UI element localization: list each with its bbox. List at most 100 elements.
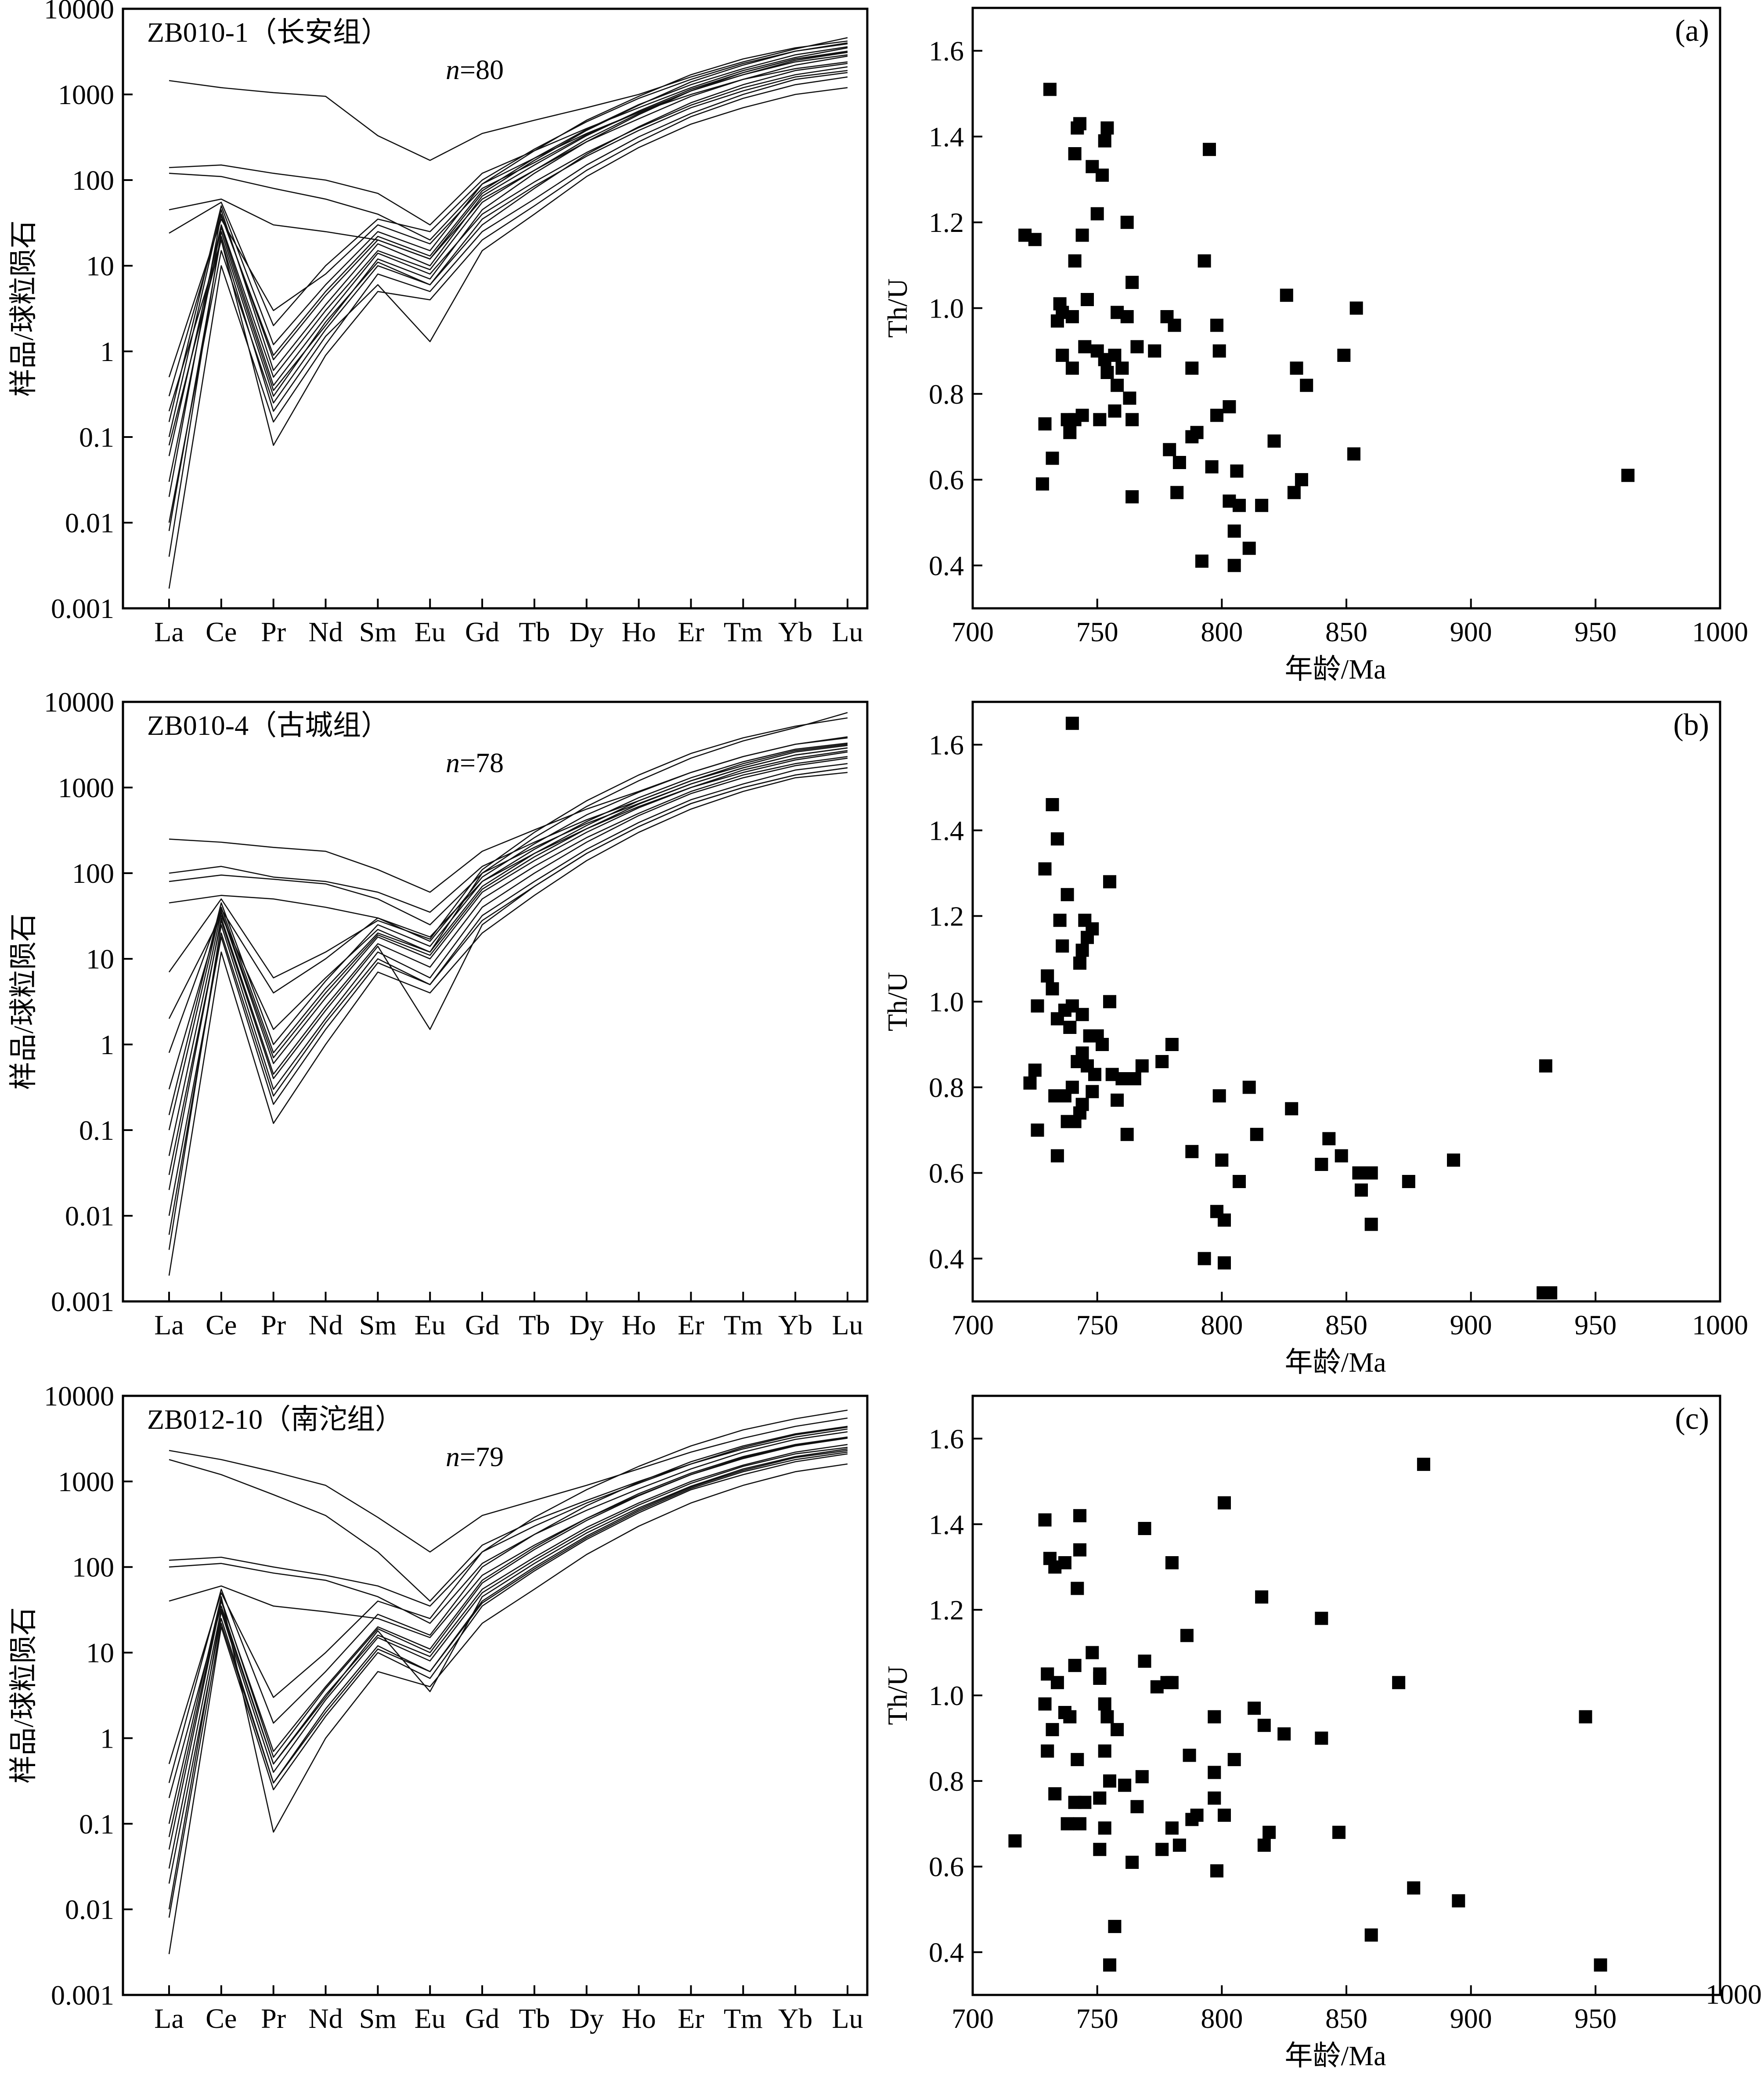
data-point <box>1210 318 1223 332</box>
data-point <box>1108 1920 1122 1933</box>
x-tick-label: La <box>154 2003 184 2034</box>
x-tick-label: 850 <box>1325 2003 1367 2034</box>
data-point <box>1257 1839 1271 1852</box>
ree-series-line <box>168 61 848 378</box>
data-point <box>1120 216 1134 229</box>
data-point <box>1168 318 1181 332</box>
x-tick-label: Er <box>678 1309 704 1341</box>
data-point <box>1180 1629 1194 1642</box>
x-tick-label: 750 <box>1076 616 1118 647</box>
data-point <box>1115 361 1129 375</box>
y-tick-label: 100 <box>72 165 114 196</box>
x-tick-label: Eu <box>415 2003 446 2034</box>
y-tick-label: 1.4 <box>929 121 964 152</box>
data-point <box>1056 939 1069 953</box>
data-point <box>1287 486 1301 499</box>
data-point <box>1337 348 1351 362</box>
x-tick-label: Tm <box>724 616 763 647</box>
x-tick-label: 950 <box>1574 2003 1616 2034</box>
data-point <box>1190 426 1204 439</box>
data-point <box>1098 134 1111 148</box>
x-tick-label: Gd <box>465 2003 499 2034</box>
data-point <box>1190 1808 1204 1822</box>
data-point <box>1081 293 1094 306</box>
data-point <box>1407 1881 1421 1895</box>
data-point <box>1078 340 1092 354</box>
y-tick-label: 0.01 <box>65 507 114 538</box>
data-point <box>1038 417 1052 431</box>
x-tick-label: La <box>154 616 184 647</box>
data-point <box>1452 1894 1465 1908</box>
x-tick-label: 800 <box>1201 616 1243 647</box>
data-point <box>1100 121 1114 135</box>
y-tick-label: 0.1 <box>79 422 114 453</box>
ree-series-line <box>169 1417 848 1553</box>
data-point <box>1621 469 1635 482</box>
data-point <box>1218 1496 1231 1510</box>
x-tick-label: 850 <box>1325 1309 1367 1341</box>
y-tick-label: 0.001 <box>51 1980 114 2011</box>
data-point <box>1172 1839 1186 1852</box>
y-tick-label: 10 <box>86 250 114 282</box>
ree-series-line <box>168 767 848 1175</box>
data-point <box>1096 1038 1109 1051</box>
chart-title: ZB010-4（古城组） <box>147 710 389 741</box>
ree-series-line <box>168 87 848 446</box>
data-point <box>1046 982 1059 996</box>
data-point <box>1093 1843 1107 1856</box>
data-point <box>1218 1213 1231 1227</box>
x-tick-label: Dy <box>570 2003 604 2034</box>
data-point <box>1300 379 1313 392</box>
x-tick-label: 750 <box>1076 2003 1118 2034</box>
data-point <box>1093 1791 1107 1805</box>
data-point <box>1208 1791 1221 1805</box>
y-axis-label: Th/U <box>882 1666 913 1725</box>
data-point <box>1111 1093 1124 1107</box>
y-tick-label: 0.8 <box>929 1766 964 1797</box>
y-tick-label: 0.1 <box>79 1808 114 1839</box>
data-point <box>1041 969 1054 983</box>
data-point <box>1203 143 1216 156</box>
thu-scatter-chart-b: (b) 0.4 0.6 0.8 1.0 1.2 1.4 1.6 700 750 800 850 900… <box>882 701 1748 1378</box>
ree-series-line <box>168 737 848 1053</box>
data-point <box>1218 1808 1231 1822</box>
ree-series-line <box>168 66 848 482</box>
data-point <box>1093 1672 1107 1685</box>
x-tick-label: 1000 <box>1692 1309 1748 1341</box>
data-point <box>1290 361 1303 375</box>
y-tick-label: 0.01 <box>65 1200 114 1232</box>
y-tick-label: 0.4 <box>929 1937 964 1968</box>
data-point <box>1579 1710 1592 1724</box>
data-point <box>1165 1676 1179 1689</box>
x-tick-label: 950 <box>1574 1309 1616 1341</box>
plot-frame <box>122 7 869 610</box>
x-tick-label: 950 <box>1574 616 1616 647</box>
n-value: =79 <box>460 1441 504 1472</box>
ree-series-line <box>169 1431 848 1624</box>
y-tick-label: 0.8 <box>929 379 964 410</box>
data-point <box>1103 995 1116 1008</box>
x-tick-label: Yb <box>778 2003 812 2034</box>
data-point <box>1208 1766 1221 1779</box>
data-point <box>1125 1856 1139 1869</box>
data-point <box>1315 1612 1328 1625</box>
data-point <box>1041 1744 1054 1758</box>
thu-scatter-chart-a: (a) 0.4 0.6 0.8 1.0 1.2 1.4 1.6 700 750 800 850 900… <box>882 7 1748 685</box>
plot-frame <box>122 701 869 1303</box>
sample-count-label: n=80 <box>446 54 504 85</box>
data-point <box>1263 1825 1276 1839</box>
data-point <box>1078 1796 1092 1809</box>
x-tick-label: Sm <box>359 2003 397 2034</box>
x-tick-label: Ce <box>206 2003 237 2034</box>
y-tick-label: 10000 <box>44 687 114 718</box>
data-point <box>1255 1590 1269 1604</box>
data-point <box>1073 1543 1086 1557</box>
data-point <box>1046 1723 1059 1736</box>
ree-series-line <box>168 1409 848 1764</box>
x-tick-label: Yb <box>778 616 812 647</box>
data-point <box>1148 344 1162 358</box>
ree-pattern-chart-b: ZB010-4（古城组） n=78 0.001 0.01 0.1 1 10 100 1000… <box>8 687 869 1341</box>
x-tick-label: Lu <box>832 1309 863 1341</box>
ree-series-line <box>168 712 848 1030</box>
data-point <box>1088 1068 1101 1081</box>
